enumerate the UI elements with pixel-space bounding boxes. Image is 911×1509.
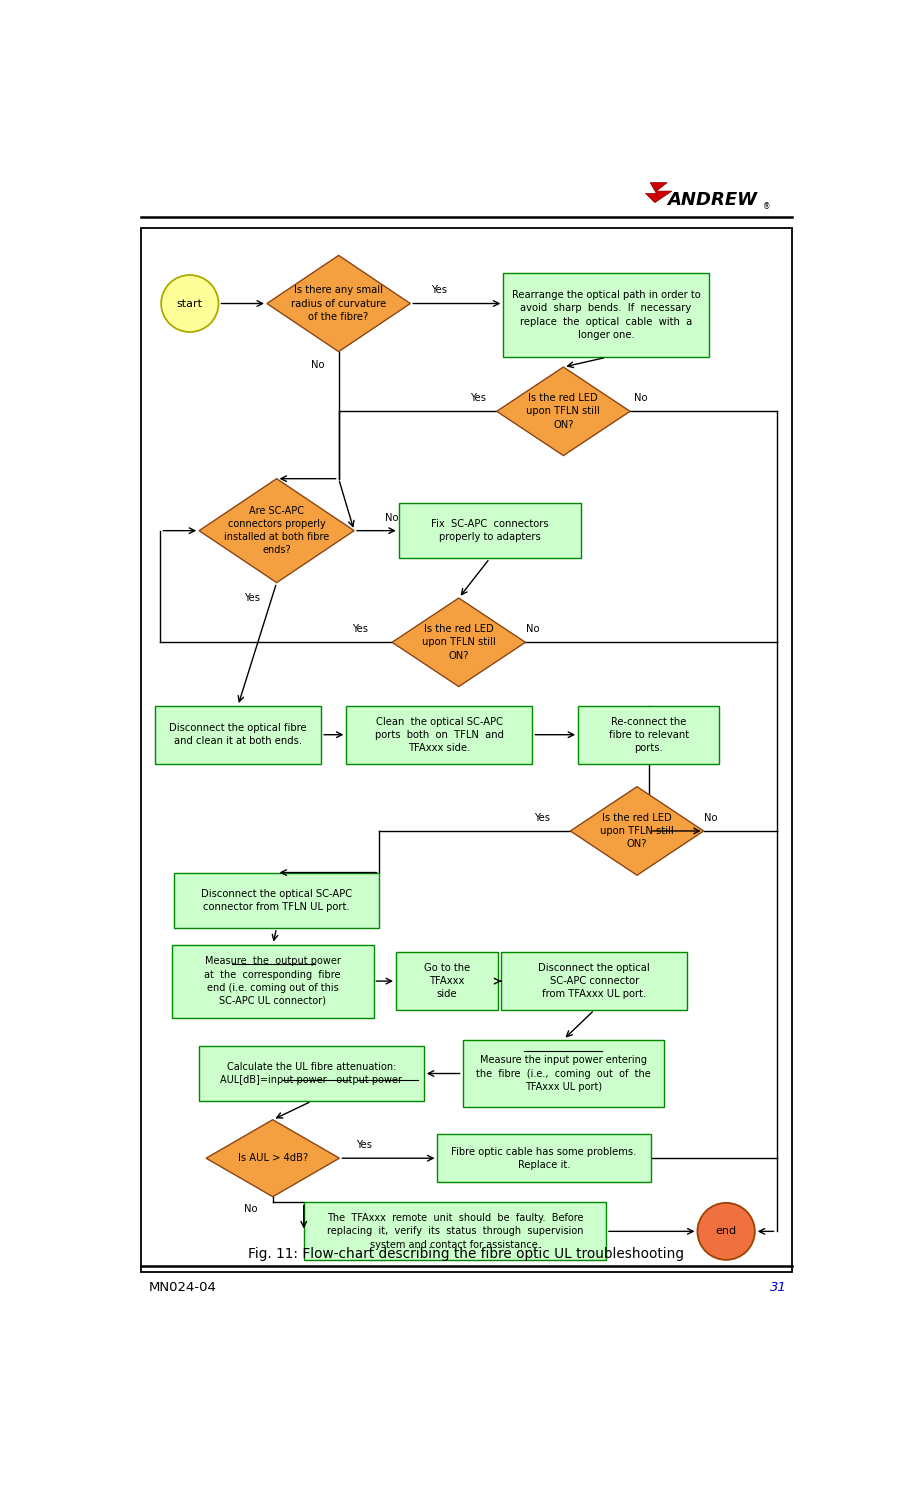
FancyBboxPatch shape (396, 952, 498, 1010)
Polygon shape (206, 1120, 340, 1197)
Text: Fibre optic cable has some problems.
Replace it.: Fibre optic cable has some problems. Rep… (451, 1147, 637, 1169)
Text: Yes: Yes (535, 813, 550, 822)
Text: Is AUL > 4dB?: Is AUL > 4dB? (238, 1153, 308, 1163)
Text: Fix  SC-APC  connectors
properly to adapters: Fix SC-APC connectors properly to adapte… (431, 519, 548, 542)
Text: Disconnect the optical
SC-APC connector
from TFAxxx UL port.: Disconnect the optical SC-APC connector … (538, 963, 650, 999)
Text: Disconnect the optical SC-APC
connector from TFLN UL port.: Disconnect the optical SC-APC connector … (201, 889, 353, 911)
Text: Measure the input power entering
the  fibre  (i.e.,  coming  out  of  the
TFAxxx: Measure the input power entering the fib… (476, 1055, 650, 1091)
Text: Yes: Yes (353, 625, 368, 634)
Text: Fig. 11: Flow-chart describing the fibre optic UL troubleshooting: Fig. 11: Flow-chart describing the fibre… (249, 1246, 684, 1260)
Text: Is the red LED
upon TFLN still
ON?: Is the red LED upon TFLN still ON? (600, 813, 674, 850)
Text: No: No (526, 625, 539, 634)
FancyBboxPatch shape (174, 872, 379, 928)
Text: Are SC-APC
connectors properly
installed at both fibre
ends?: Are SC-APC connectors properly installed… (224, 506, 329, 555)
Text: 31: 31 (770, 1281, 786, 1295)
FancyBboxPatch shape (399, 502, 581, 558)
Circle shape (698, 1203, 755, 1260)
Text: start: start (177, 299, 203, 308)
Text: Yes: Yes (244, 593, 260, 602)
Text: Calculate the UL fibre attenuation:
AUL[dB]=input power - output power: Calculate the UL fibre attenuation: AUL[… (220, 1062, 403, 1085)
Text: ®: ® (763, 202, 770, 211)
FancyBboxPatch shape (303, 1203, 606, 1260)
Text: MN024-04: MN024-04 (148, 1281, 217, 1295)
Text: The  TFAxxx  remote  unit  should  be  faulty.  Before
replacing  it,  verify  i: The TFAxxx remote unit should be faulty.… (327, 1213, 583, 1249)
FancyBboxPatch shape (501, 952, 688, 1010)
Polygon shape (267, 255, 410, 352)
Text: Measure  the  output power
at  the  corresponding  fibre
end (i.e. coming out of: Measure the output power at the correspo… (204, 957, 341, 1007)
Text: No: No (311, 361, 324, 370)
Polygon shape (570, 786, 703, 875)
Text: Re-connect the
fibre to relevant
ports.: Re-connect the fibre to relevant ports. (609, 717, 689, 753)
Text: Yes: Yes (356, 1141, 373, 1150)
Text: No: No (634, 394, 648, 403)
Text: Yes: Yes (470, 394, 486, 403)
Text: Disconnect the optical fibre
and clean it at both ends.: Disconnect the optical fibre and clean i… (169, 723, 307, 747)
Text: Yes: Yes (432, 285, 447, 296)
Polygon shape (200, 478, 354, 582)
Text: Is there any small
radius of curvature
of the fibre?: Is there any small radius of curvature o… (291, 285, 386, 321)
Text: Go to the
TFAxxx
side: Go to the TFAxxx side (424, 963, 470, 999)
Text: ANDREW: ANDREW (667, 192, 757, 210)
Text: Clean  the optical SC-APC
ports  both  on  TFLN  and
TFAxxx side.: Clean the optical SC-APC ports both on T… (374, 717, 504, 753)
FancyBboxPatch shape (503, 273, 709, 358)
Text: No: No (384, 513, 398, 522)
Text: No: No (704, 813, 717, 822)
Circle shape (161, 275, 219, 332)
FancyBboxPatch shape (155, 706, 322, 764)
Text: Is the red LED
upon TFLN still
ON?: Is the red LED upon TFLN still ON? (422, 625, 496, 661)
FancyBboxPatch shape (437, 1135, 650, 1182)
Polygon shape (392, 598, 526, 687)
Text: end: end (715, 1227, 737, 1236)
Text: Is the red LED
upon TFLN still
ON?: Is the red LED upon TFLN still ON? (527, 394, 600, 430)
FancyBboxPatch shape (200, 1046, 424, 1102)
FancyBboxPatch shape (172, 945, 374, 1017)
FancyBboxPatch shape (578, 706, 719, 764)
Text: Rearrange the optical path in order to
avoid  sharp  bends.  If  necessary
repla: Rearrange the optical path in order to a… (512, 290, 701, 340)
FancyBboxPatch shape (346, 706, 532, 764)
Polygon shape (496, 367, 630, 456)
Polygon shape (646, 183, 672, 202)
FancyBboxPatch shape (463, 1040, 664, 1108)
Text: No: No (244, 1204, 258, 1215)
